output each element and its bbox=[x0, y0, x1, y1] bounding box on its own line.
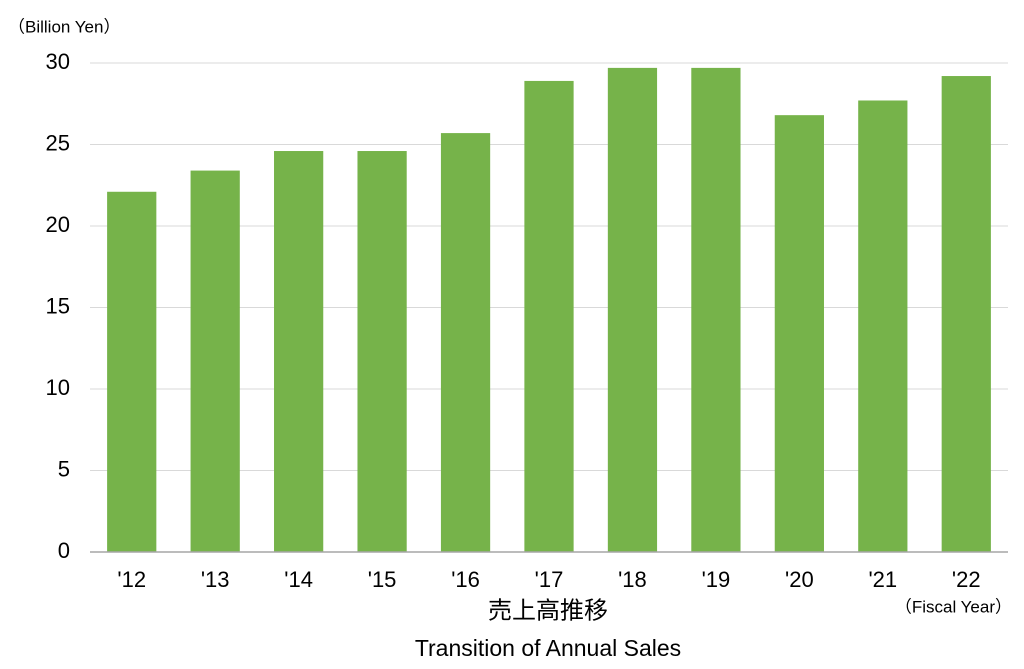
x-tick-label: '16 bbox=[451, 567, 480, 592]
x-tick-label: '17 bbox=[535, 567, 564, 592]
bar bbox=[774, 115, 824, 552]
bar bbox=[607, 67, 658, 552]
bar bbox=[941, 76, 991, 552]
x-tick-label: '12 bbox=[117, 567, 146, 592]
bar bbox=[107, 191, 157, 552]
x-tick-label: '13 bbox=[201, 567, 230, 592]
y-tick-label: 20 bbox=[46, 212, 70, 237]
bar bbox=[524, 80, 574, 553]
chart-subtitle: Transition of Annual Sales bbox=[415, 635, 681, 661]
bar bbox=[274, 151, 324, 552]
x-tick-label: '22 bbox=[952, 567, 981, 592]
y-tick-label: 0 bbox=[58, 538, 70, 563]
bar bbox=[190, 170, 240, 552]
x-axis-label: （Fiscal Year） bbox=[895, 597, 1012, 616]
y-axis-label: （Billion Yen） bbox=[8, 17, 120, 36]
x-tick-label: '19 bbox=[702, 567, 731, 592]
bar bbox=[691, 67, 741, 552]
chart-title: 売上高推移 bbox=[488, 597, 608, 624]
x-tick-label: '14 bbox=[284, 567, 313, 592]
x-tick-label: '21 bbox=[868, 567, 897, 592]
bar bbox=[440, 133, 491, 552]
y-tick-label: 5 bbox=[58, 456, 70, 481]
bar bbox=[858, 100, 908, 553]
y-tick-label: 10 bbox=[46, 375, 70, 400]
y-tick-label: 15 bbox=[46, 293, 70, 318]
y-tick-label: 30 bbox=[46, 49, 70, 74]
x-tick-label: '15 bbox=[368, 567, 397, 592]
y-tick-label: 25 bbox=[46, 130, 70, 155]
x-tick-label: '18 bbox=[618, 567, 647, 592]
x-tick-label: '20 bbox=[785, 567, 814, 592]
bar bbox=[357, 151, 407, 552]
